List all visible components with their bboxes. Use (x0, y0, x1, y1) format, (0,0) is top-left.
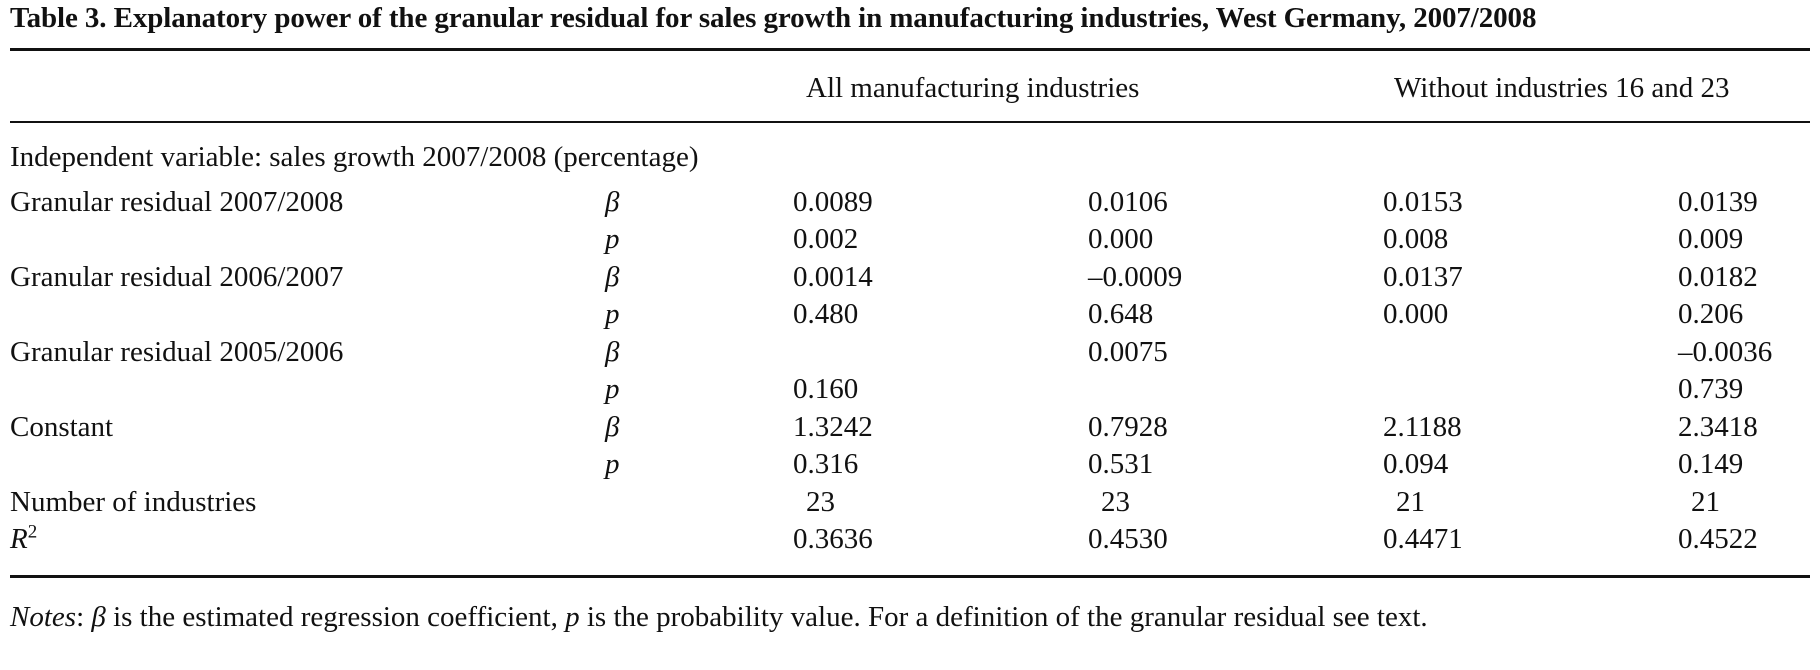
value-cell: 0.739 (1678, 373, 1744, 405)
value-cell: 0.316 (793, 448, 859, 480)
value-cell: 0.3636 (793, 523, 873, 555)
value-cell: 0.000 (1383, 298, 1449, 330)
value-cell: 0.4530 (1088, 523, 1168, 555)
stat-symbol: p (605, 298, 620, 330)
bottom-rule (10, 575, 1810, 578)
value-cell: 0.4471 (1383, 523, 1463, 555)
notes-separator: : (76, 601, 92, 633)
stat-symbol: p (605, 223, 620, 255)
value-cell: 2.3418 (1678, 411, 1758, 443)
table-row: Constant β 1.3242 0.7928 2.1188 2.3418 (0, 409, 1820, 446)
table-row: Granular residual 2006/2007 β 0.0014 –0.… (0, 259, 1820, 296)
column-group-all-industries: All manufacturing industries (806, 72, 1140, 104)
value-cell: 0.160 (793, 373, 859, 405)
table-row: Granular residual 2005/2006 β 0.0075 –0.… (0, 334, 1820, 371)
value-cell: 0.002 (793, 223, 859, 255)
section-label: Independent variable: sales growth 2007/… (10, 141, 699, 173)
column-group-without-16-23: Without industries 16 and 23 (1394, 72, 1730, 104)
r-squared-row: R2 0.3636 0.4530 0.4471 0.4522 (0, 521, 1820, 558)
beta-symbol: β (91, 601, 106, 633)
row-label: Granular residual 2006/2007 (10, 261, 344, 293)
table-notes: Notes: β is the estimated regression coe… (10, 601, 1428, 634)
table-row: p 0.002 0.000 0.008 0.009 (0, 221, 1820, 258)
row-label: Granular residual 2005/2006 (10, 336, 344, 368)
value-cell: 0.531 (1088, 448, 1154, 480)
value-cell: 0.0137 (1383, 261, 1463, 293)
table-title: Table 3. Explanatory power of the granul… (10, 2, 1537, 34)
stat-symbol: p (605, 448, 620, 480)
industries-count-row: Number of industries 23 23 21 21 (0, 484, 1820, 521)
value-cell: 0.7928 (1088, 411, 1168, 443)
value-cell: –0.0036 (1678, 336, 1773, 368)
value-cell: 0.0182 (1678, 261, 1758, 293)
value-cell: 0.0139 (1678, 186, 1758, 218)
value-cell: 0.000 (1088, 223, 1154, 255)
table-row: Granular residual 2007/2008 β 0.0089 0.0… (0, 184, 1820, 221)
value-cell: 0.648 (1088, 298, 1154, 330)
stat-symbol: p (605, 373, 620, 405)
stat-symbol: β (605, 261, 620, 293)
row-label: R2 (10, 521, 37, 558)
value-cell: 1.3242 (793, 411, 873, 443)
value-cell: 2.1188 (1383, 411, 1462, 443)
superscript: 2 (27, 521, 38, 543)
value-cell: 0.206 (1678, 298, 1744, 330)
stat-symbol: β (605, 336, 620, 368)
value-cell: 0.480 (793, 298, 859, 330)
stat-symbol: β (605, 186, 620, 218)
value-cell: 23 (1101, 486, 1130, 518)
value-cell: 0.149 (1678, 448, 1744, 480)
value-cell: 0.0014 (793, 261, 873, 293)
value-cell: 0.0153 (1383, 186, 1463, 218)
table-row: p 0.316 0.531 0.094 0.149 (0, 446, 1820, 483)
row-label: Constant (10, 411, 114, 443)
value-cell: 0.008 (1383, 223, 1449, 255)
row-label: Granular residual 2007/2008 (10, 186, 344, 218)
p-symbol: p (565, 601, 580, 633)
table-row: p 0.160 0.739 (0, 371, 1820, 408)
table-row: p 0.480 0.648 0.000 0.206 (0, 296, 1820, 333)
value-cell: 23 (806, 486, 835, 518)
r-symbol: R (10, 523, 28, 555)
notes-text: is the estimated regression coefficient, (105, 601, 566, 633)
value-cell: 21 (1691, 486, 1720, 518)
top-rule (10, 48, 1810, 51)
stat-symbol: β (605, 411, 620, 443)
section-row: Independent variable: sales growth 2007/… (0, 139, 1820, 176)
value-cell: –0.0009 (1088, 261, 1183, 293)
value-cell: 0.0075 (1088, 336, 1168, 368)
value-cell: 0.0089 (793, 186, 873, 218)
value-cell: 0.094 (1383, 448, 1449, 480)
value-cell: 0.0106 (1088, 186, 1168, 218)
header-rule (10, 121, 1810, 123)
value-cell: 21 (1396, 486, 1425, 518)
notes-prefix: Notes (10, 601, 77, 633)
value-cell: 0.009 (1678, 223, 1744, 255)
row-label: Number of industries (10, 486, 257, 518)
notes-text: is the probability value. For a definiti… (579, 601, 1428, 633)
value-cell: 0.4522 (1678, 523, 1758, 555)
